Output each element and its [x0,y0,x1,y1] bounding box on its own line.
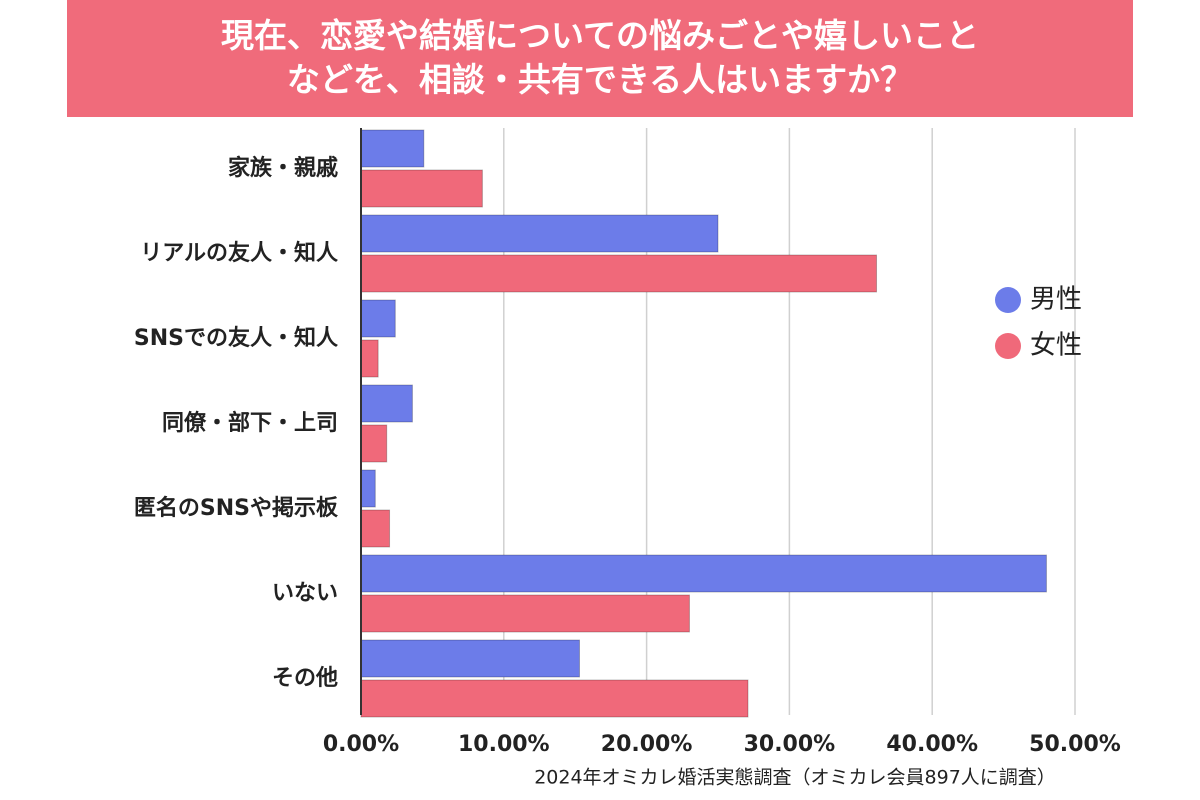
legend-label: 男性 [1030,285,1082,315]
bar [360,639,580,678]
legend-marker [995,287,1021,313]
y-tick-label: いない [272,581,338,606]
bar [360,384,413,423]
y-tick-label: SNSでの友人・知人 [134,325,338,351]
y-tick-label: 同僚・部下・上司 [162,410,338,436]
chart-title: 現在、恋愛や結婚についての悩みごとや嬉しいこと などを、相談・共有できる人はいま… [67,0,1133,117]
y-tick-label: その他 [272,666,338,691]
bar [360,169,483,208]
x-tick-label: 50.00% [1029,732,1121,757]
bar [360,679,749,718]
bar [360,594,690,633]
bar [360,469,376,508]
bar [360,509,391,548]
x-tick-label: 0.00% [323,732,399,757]
legend-marker [995,333,1021,359]
x-tick-label: 30.00% [744,732,836,757]
bar [360,424,388,463]
y-tick-label: 匿名のSNSや掲示板 [134,495,339,521]
source-note: 2024年オミカレ婚活実態調査（オミカレ会員897人に調査） [534,767,1056,789]
bar [360,254,878,293]
bar [360,129,425,168]
y-tick-label: 家族・親戚 [228,155,338,181]
x-tick-label: 40.00% [886,732,978,757]
legend-label: 女性 [1030,331,1082,361]
x-tick-label: 20.00% [601,732,693,757]
x-tick-label: 10.00% [458,732,550,757]
bar [360,554,1047,593]
bar [360,339,379,378]
y-tick-label: リアルの友人・知人 [140,240,338,266]
bar [360,214,719,253]
bar [360,299,396,338]
